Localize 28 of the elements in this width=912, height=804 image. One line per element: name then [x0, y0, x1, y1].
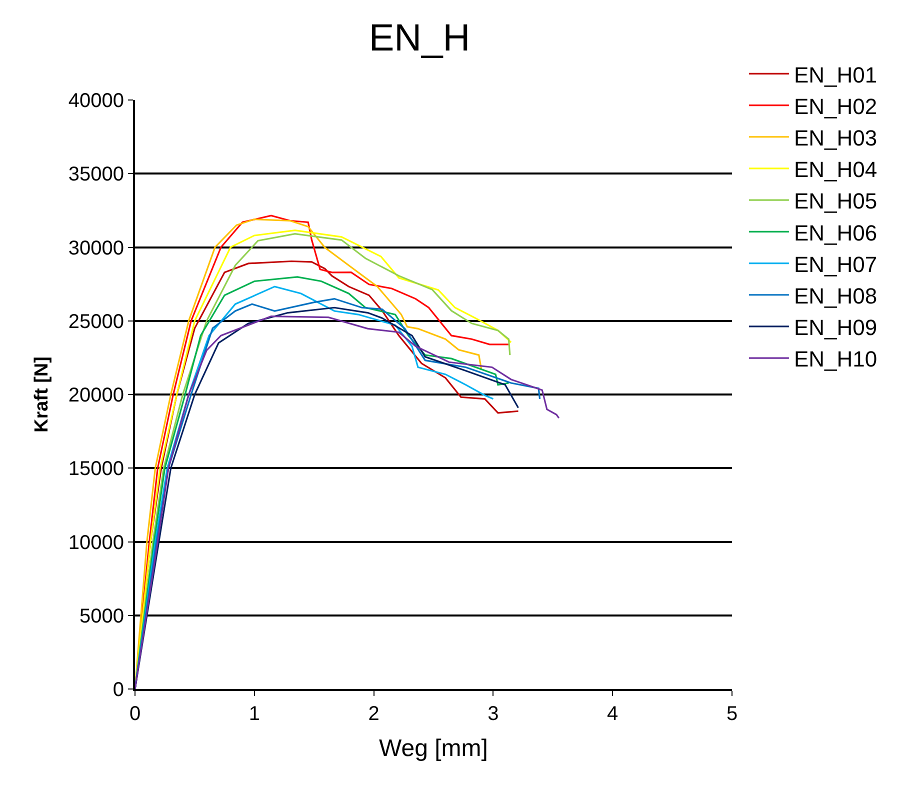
y-tick-label: 25000: [68, 310, 124, 333]
x-tick-label: 1: [248, 703, 260, 725]
legend-label: EN_H02: [794, 94, 878, 119]
x-tick-label: 4: [607, 703, 618, 725]
y-tick-label: 0: [112, 679, 124, 701]
legend-label: EN_H01: [794, 62, 878, 88]
chart-title: EN_H: [368, 18, 470, 60]
x-tick-label: 2: [368, 703, 380, 725]
x-tick-label: 3: [488, 703, 499, 725]
y-tick-label: 30000: [68, 237, 124, 260]
x-axis-title: Weg [mm]: [379, 734, 488, 762]
y-tick-label: 20000: [68, 384, 124, 406]
x-tick-label: 5: [726, 703, 738, 725]
legend-label: EN_H07: [794, 252, 878, 277]
y-axis-title: Kraft [N]: [32, 356, 53, 432]
y-tick-label: 40000: [68, 90, 124, 112]
legend-label: EN_H10: [794, 346, 878, 372]
legend-label: EN_H05: [794, 188, 878, 214]
y-tick-label: 5000: [80, 605, 124, 628]
y-tick-label: 10000: [68, 532, 124, 554]
x-tick-label: 0: [129, 703, 141, 725]
legend-label: EN_H03: [794, 125, 878, 150]
y-tick-label: 15000: [68, 458, 124, 480]
legend-label: EN_H09: [794, 315, 878, 340]
legend-label: EN_H04: [794, 157, 878, 182]
legend-label: EN_H08: [794, 283, 878, 308]
legend-label: EN_H06: [794, 220, 878, 246]
y-tick-label: 35000: [68, 164, 124, 186]
